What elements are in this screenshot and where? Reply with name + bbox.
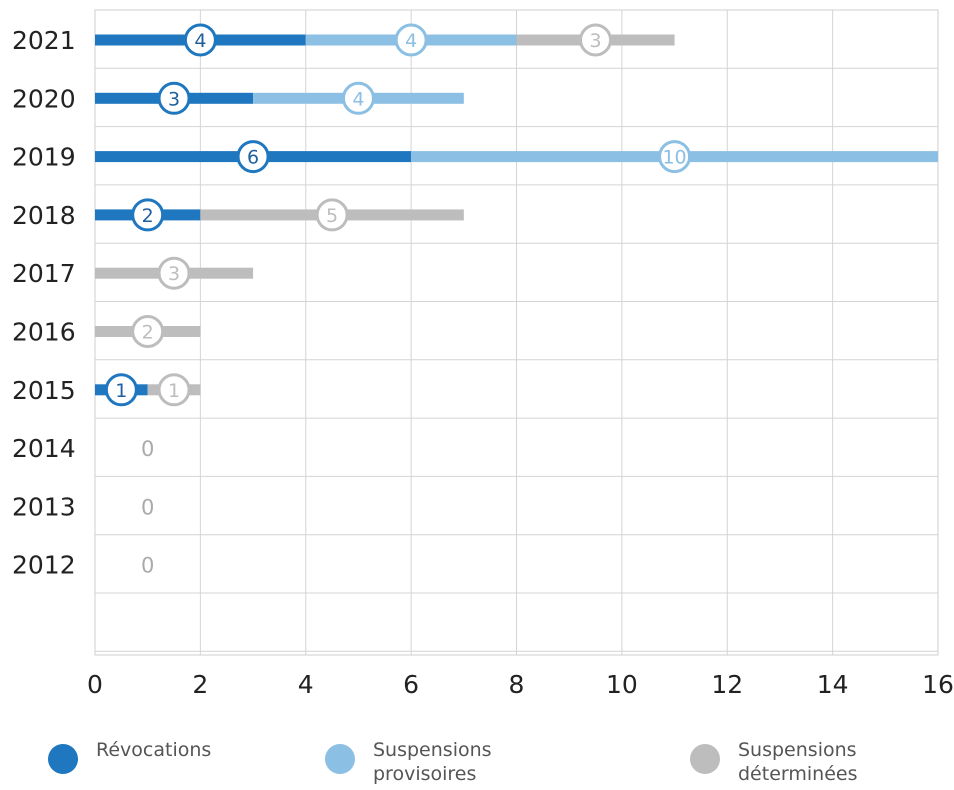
y-category-label: 2016: [12, 318, 76, 347]
y-category-label: 2015: [12, 376, 76, 405]
data-label: 1: [168, 380, 180, 402]
data-label: 3: [589, 30, 601, 52]
x-tick-label: 4: [298, 670, 314, 699]
data-label: 1: [115, 380, 127, 402]
data-label-badge: [131, 315, 165, 348]
data-label-badge: [104, 373, 138, 407]
data-label: 4: [405, 30, 417, 52]
data-label-badge: [341, 81, 375, 115]
y-category-label: 2019: [12, 143, 76, 172]
y-category-label: 2017: [12, 259, 76, 288]
legend: Révocations Suspensions provisoires Suspen…: [0, 738, 954, 790]
data-label-badge: [183, 23, 217, 57]
x-tick-label: 14: [817, 670, 849, 699]
data-label: 5: [326, 205, 338, 227]
x-tick-label: 10: [606, 670, 638, 699]
x-tick-label: 16: [922, 670, 954, 699]
y-category-label: 2020: [12, 84, 76, 113]
legend-item: Révocations: [48, 738, 211, 774]
data-label: 4: [352, 88, 364, 110]
data-label-badge: [394, 23, 428, 57]
y-category-label: 2018: [12, 201, 76, 230]
zero-label: 0: [141, 554, 154, 578]
legend-item: Suspensions provisoires: [325, 738, 492, 786]
zero-label: 0: [141, 437, 154, 461]
legend-swatch: [48, 744, 78, 774]
legend-label: Révocations: [96, 739, 212, 761]
legend-label: Suspensions provisoires: [373, 739, 492, 785]
x-tick-label: 0: [87, 670, 103, 699]
x-tick-label: 12: [711, 670, 743, 699]
x-tick-label: 2: [192, 670, 208, 699]
zero-label: 0: [141, 495, 154, 519]
y-category-label: 2021: [12, 26, 76, 55]
legend-item: Suspensions déterminées: [690, 738, 857, 786]
legend-swatch: [325, 744, 355, 774]
data-label-badge: [157, 256, 191, 290]
data-label: 2: [142, 322, 154, 344]
legend-label: Suspensions déterminées: [738, 739, 858, 785]
data-label: 3: [168, 263, 180, 285]
data-label-badge: [236, 140, 270, 174]
legend-swatch: [690, 744, 720, 774]
y-category-label: 2012: [12, 551, 76, 580]
data-label: 6: [247, 147, 259, 169]
x-tick-label: 8: [509, 670, 525, 699]
y-category-label: 2014: [12, 434, 76, 463]
data-label: 2: [142, 205, 154, 227]
x-tick-label: 6: [403, 670, 419, 699]
data-label-badge: [157, 373, 191, 407]
data-label: 4: [194, 30, 206, 52]
data-label: 3: [168, 88, 180, 110]
data-label-badge: [157, 81, 191, 115]
y-category-label: 2013: [12, 492, 76, 521]
data-label: 10: [662, 147, 686, 169]
data-label-badge: [315, 198, 349, 232]
data-label-badge: [131, 198, 165, 232]
data-label-badge: [579, 23, 613, 57]
data-label-badge: [658, 140, 692, 174]
